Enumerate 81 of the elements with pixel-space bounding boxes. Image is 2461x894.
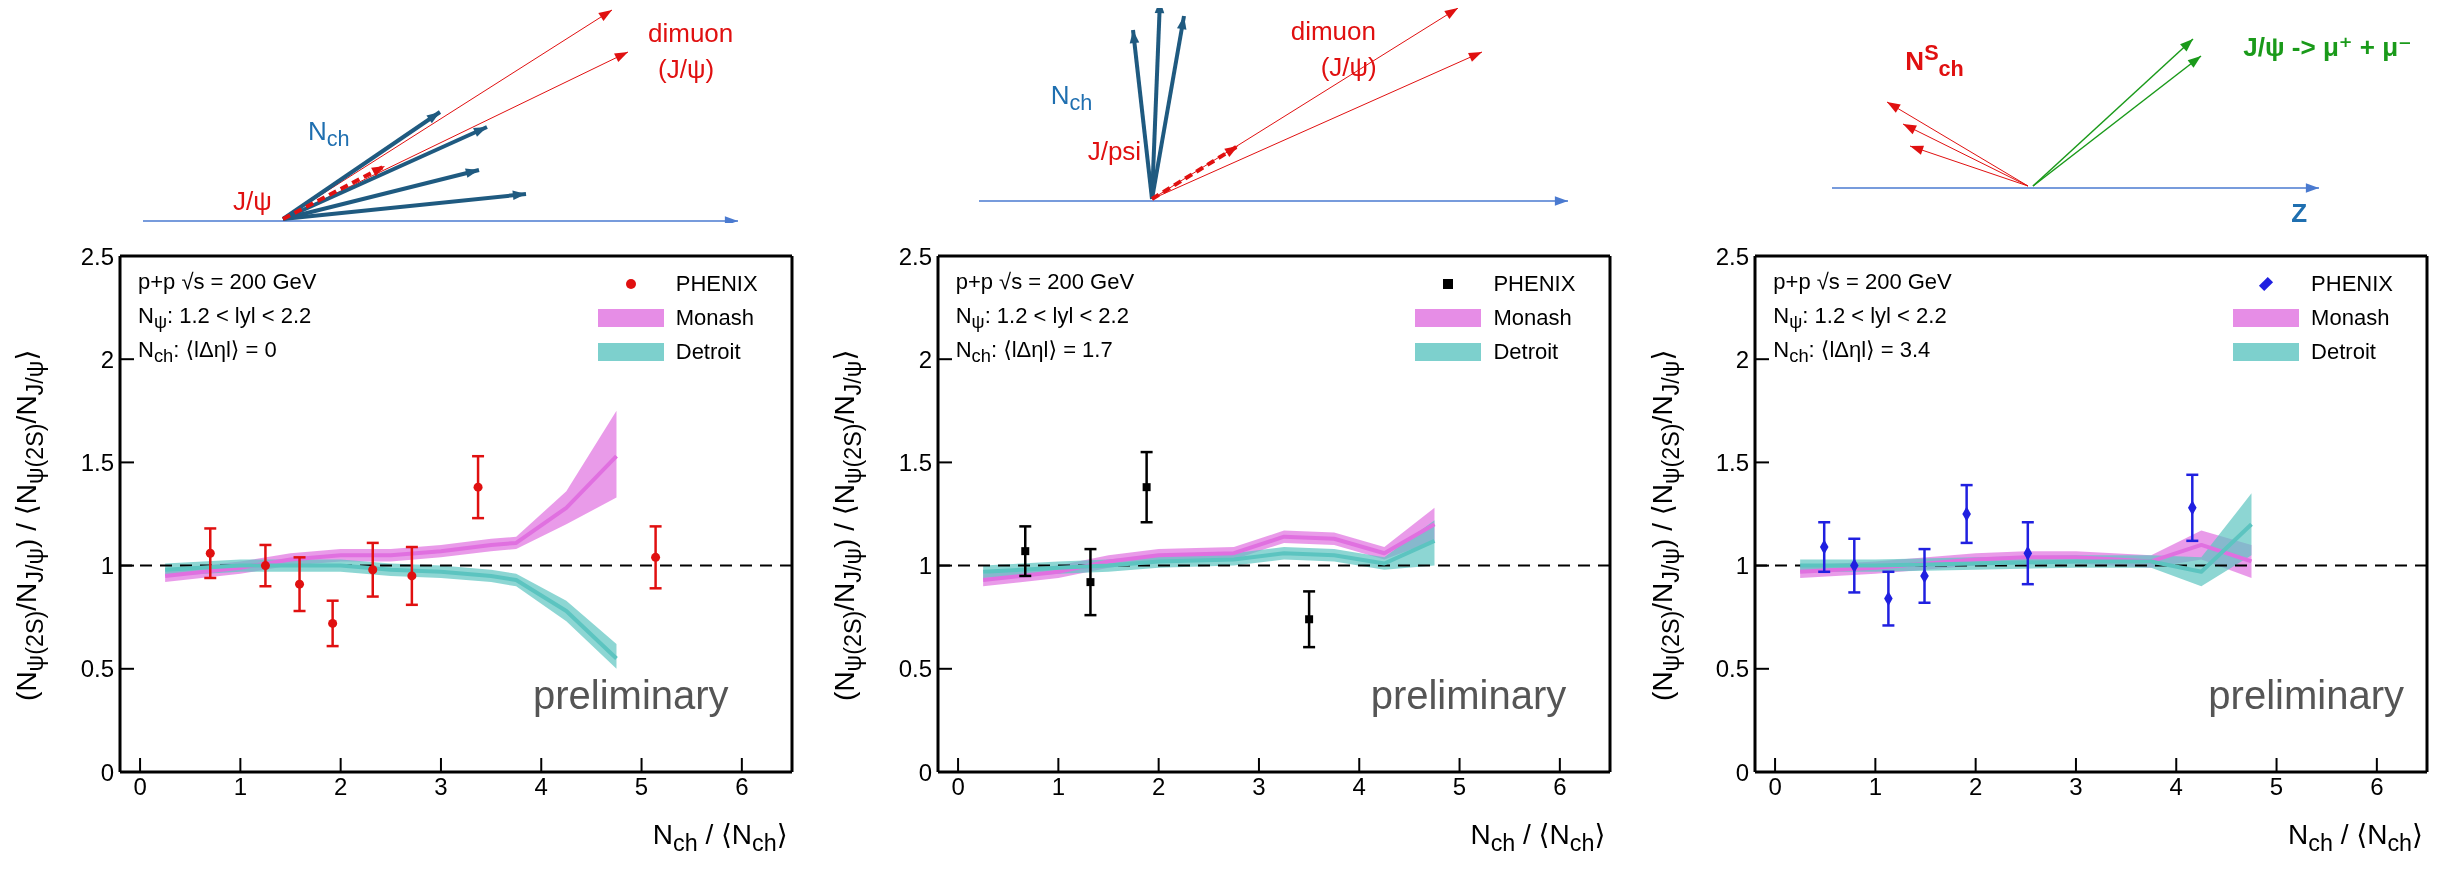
point <box>1304 615 1313 624</box>
text: Z <box>2291 198 2308 228</box>
text: N$_{ch}$ <box>1050 80 1093 116</box>
x-tick-label: 1 <box>1051 773 1065 801</box>
legend-label: PHENIX <box>2311 271 2394 297</box>
point <box>295 579 305 589</box>
text: (J/ψ) <box>658 54 715 84</box>
y-tick-label: 0.5 <box>80 655 114 683</box>
x-tick-label: 5 <box>2270 773 2284 801</box>
x-tick-label: 3 <box>434 773 448 801</box>
legend-label: Detroit <box>675 339 741 365</box>
text: J/psi <box>1087 136 1142 166</box>
x-tick-label: 5 <box>634 773 649 801</box>
annotation: p+p √s = 200 GeV <box>138 269 317 294</box>
legend-label: Monash <box>675 305 755 331</box>
y-tick-label: 2.5 <box>1715 242 1750 270</box>
y-tick-label: 1 <box>1735 552 1750 580</box>
annotation: N$_{ch}$: ⟨lΔηl⟩ = 3.4 <box>1773 337 1931 367</box>
y-tick-label: 0.5 <box>1715 655 1750 683</box>
text: dimuon <box>648 18 734 48</box>
annotation: preliminary <box>1370 673 1567 717</box>
x-tick-label: 2 <box>1969 773 1983 801</box>
point <box>205 548 215 558</box>
y-tick-label: 1 <box>918 552 932 580</box>
y-tick-label: 1.5 <box>898 448 932 476</box>
x-axis-title: N$_{ch}$ / ⟨N$_{ch}$⟩ <box>652 819 788 856</box>
y-tick-label: 2 <box>918 345 932 373</box>
annotation: preliminary <box>2208 673 2404 717</box>
x-tick-label: 2 <box>1151 773 1166 801</box>
text: J/ψ -> μ⁺ + μ⁻ <box>2243 32 2412 62</box>
y-tick-label: 2 <box>100 345 114 373</box>
x-tick-label: 6 <box>1552 773 1567 801</box>
y-tick-label: 1 <box>100 552 114 580</box>
y-tick-label: 1.5 <box>80 448 114 476</box>
annotation: N$_{ψ}$: 1.2 < lyl < 2.2 <box>138 303 312 333</box>
annotation: N$_{ψ}$: 1.2 < lyl < 2.2 <box>955 303 1129 333</box>
point <box>1142 483 1151 492</box>
point <box>407 571 417 581</box>
x-axis-title: N$_{ch}$ / ⟨N$_{ch}$⟩ <box>1470 819 1606 856</box>
text: J/ψ <box>233 186 272 216</box>
legend-label: Detroit <box>1493 339 1559 365</box>
y-tick-label: 2 <box>1735 345 1750 373</box>
annotation: p+p √s = 200 GeV <box>955 269 1135 294</box>
x-tick-label: 6 <box>2370 773 2384 801</box>
text: dimuon <box>1290 16 1376 46</box>
annotation: N$_{ch}$: ⟨lΔηl⟩ = 1.7 <box>955 337 1113 367</box>
x-tick-label: 4 <box>2169 773 2184 801</box>
legend-label: Monash <box>1493 305 1572 331</box>
x-tick-label: 3 <box>2069 773 2083 801</box>
legend-label: Monash <box>2311 305 2390 331</box>
x-tick-label: 0 <box>133 773 147 801</box>
y-tick-label: 2.5 <box>898 242 932 270</box>
annotation: preliminary <box>533 673 729 717</box>
point <box>651 552 661 562</box>
annotation: N$_{ch}$: ⟨lΔηl⟩ = 0 <box>138 337 277 367</box>
legend-label: Detroit <box>2311 339 2376 365</box>
annotation: N$_{ψ}$: 1.2 < lyl < 2.2 <box>1773 303 1947 333</box>
y-tick-label: 2.5 <box>80 242 114 270</box>
x-tick-label: 3 <box>1251 773 1266 801</box>
point <box>260 561 270 571</box>
point <box>473 482 483 492</box>
x-tick-label: 0 <box>1768 773 1783 801</box>
point <box>1020 547 1029 556</box>
x-tick-label: 5 <box>1452 773 1466 801</box>
annotation: p+p √s = 200 GeV <box>1773 269 1952 294</box>
x-tick-label: 4 <box>1352 773 1366 801</box>
x-tick-label: 6 <box>735 773 749 801</box>
legend-label: PHENIX <box>1493 271 1576 297</box>
x-tick-label: 1 <box>1869 773 1883 801</box>
x-axis-title: N$_{ch}$ / ⟨N$_{ch}$⟩ <box>2288 819 2424 856</box>
text: N$_{ch}$ <box>308 116 350 152</box>
y-tick-label: 1.5 <box>1715 448 1750 476</box>
x-tick-label: 1 <box>233 773 248 801</box>
point <box>1086 578 1095 587</box>
legend-label: PHENIX <box>675 271 758 297</box>
y-tick-label: 0.5 <box>898 655 932 683</box>
x-tick-label: 2 <box>333 773 348 801</box>
x-tick-label: 4 <box>534 773 548 801</box>
x-tick-label: 0 <box>951 773 965 801</box>
point <box>368 565 378 575</box>
point <box>328 618 338 628</box>
